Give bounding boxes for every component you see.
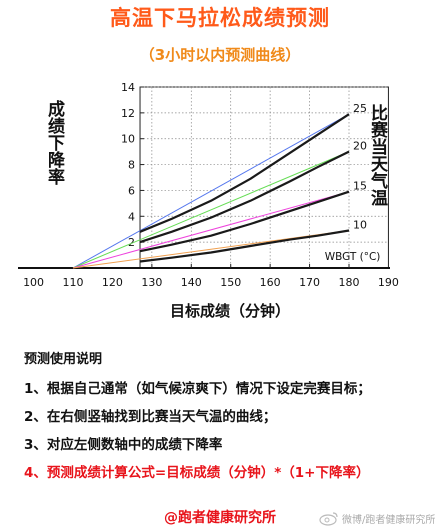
x-tick-label: 100 <box>23 276 44 289</box>
y-tick-label: 8 <box>128 159 135 172</box>
y-tick-label: 6 <box>128 184 135 197</box>
y-tick-label: 4 <box>128 210 135 223</box>
series-label-25: 25 <box>353 102 367 115</box>
reference-line <box>72 151 350 269</box>
instruction-item-3: 3、对应左侧数轴中的成绩下降率 <box>24 437 223 453</box>
series-line-wbgt-25 <box>139 113 350 233</box>
instruction-item-1: 1、根据自己通常（如气候凉爽下）情况下设定完赛目标； <box>24 381 371 397</box>
y-tick-label: 12 <box>121 107 135 120</box>
chart: 2 4 6 8 10 12 14 100 110 120 130 140 150 160 170 180 190… <box>18 81 399 289</box>
credit-text: @跑者健康研究所 <box>164 510 276 526</box>
right-axis-label: 比赛当天气温 <box>367 104 387 206</box>
x-tick-label: 180 <box>339 276 360 289</box>
x-tick-label: 160 <box>260 276 281 289</box>
chart-title: 高温下马拉松成绩预测 <box>110 6 330 30</box>
x-tick-label: 110 <box>63 276 84 289</box>
instructions-heading: 预测使用说明 <box>24 352 103 367</box>
y-axis-label: 成绩下降率 <box>44 100 64 185</box>
x-tick-label: 150 <box>220 276 241 289</box>
x-axis-label: 目标成绩（分钟） <box>169 302 290 320</box>
plot-frame <box>139 86 389 269</box>
x-tick-label: 130 <box>141 276 162 289</box>
reference-line <box>72 191 350 269</box>
weibo-logo-icon <box>319 512 338 526</box>
series-label-20: 20 <box>353 140 367 153</box>
series-line-wbgt-15 <box>139 190 350 253</box>
wbgt-units-label: WBGT (°C) <box>325 251 381 263</box>
instruction-item-4: 4、预测成绩计算公式=目标成绩（分钟）*（1+下降率） <box>24 465 370 481</box>
series-line-wbgt-20 <box>139 150 350 244</box>
x-tick-label: 140 <box>181 276 202 289</box>
x-tick-label: 120 <box>102 276 123 289</box>
x-tick-label: 170 <box>299 276 320 289</box>
y-tick-label: 2 <box>128 236 135 249</box>
series-label-10: 10 <box>353 219 367 232</box>
instruction-item-2: 2、在右侧竖轴找到比赛当天气温的曲线； <box>24 409 277 425</box>
watermark-text: 微博/跑者健康研究所 <box>342 515 436 526</box>
reference-line <box>72 113 350 269</box>
y-tick-label: 14 <box>121 81 135 94</box>
chart-subtitle: （3小时以内预测曲线） <box>139 46 301 64</box>
x-tick-label: 190 <box>378 276 399 289</box>
series-line-wbgt-10 <box>139 229 350 263</box>
y-tick-label: 10 <box>121 133 135 146</box>
series-label-15: 15 <box>353 180 367 193</box>
